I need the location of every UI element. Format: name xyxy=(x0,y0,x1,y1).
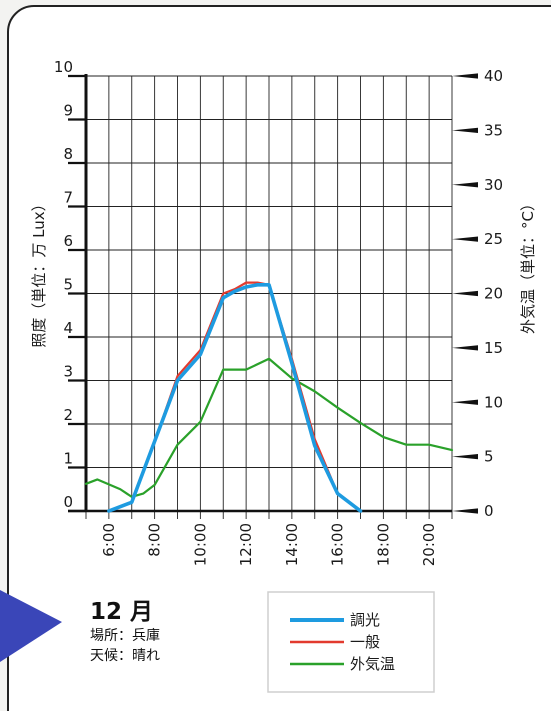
y2-tick-label: 30 xyxy=(484,176,503,194)
pointer-arrow xyxy=(0,590,62,662)
y-tick-label: 1 xyxy=(63,450,73,468)
x-tick-label: 16:00 xyxy=(329,523,347,566)
y2-tick-label: 0 xyxy=(484,502,494,520)
y2-tick-mark xyxy=(452,73,478,79)
x-tick-label: 20:00 xyxy=(420,523,438,566)
y2-tick-label: 20 xyxy=(484,285,503,303)
y2-tick-label: 15 xyxy=(484,339,503,357)
y-tick-label: 5 xyxy=(63,276,73,294)
panel-frame xyxy=(7,5,551,711)
y2-tick-mark xyxy=(452,182,478,188)
y-tick-label: 2 xyxy=(63,406,73,424)
weather-label: 天候：晴れ xyxy=(90,648,160,664)
legend-label: 外気温 xyxy=(350,655,395,673)
tick-labels: 0 1 2 3 4 5 6 7 8 9 10 0 5 10 15 20 25 30 35 40 6:00 8:00 10:0… xyxy=(54,58,503,566)
info-block: 12 月 場所：兵庫 天候：晴れ xyxy=(90,598,160,666)
y-tick-label: 6 xyxy=(63,232,73,250)
y-tick-label: 3 xyxy=(63,363,73,381)
y-tick-label: 8 xyxy=(63,145,73,163)
y2-tick-mark xyxy=(452,508,478,514)
month-label: 12 月 xyxy=(90,599,154,625)
legend-label: 調光 xyxy=(350,611,380,629)
y-tick-label: 10 xyxy=(54,58,73,76)
y2-tick-mark xyxy=(452,345,478,351)
y2-tick-mark xyxy=(452,236,478,242)
x-tick-label: 8:00 xyxy=(146,523,164,557)
y2-axis-title: 外気温（単位：°C） xyxy=(519,196,537,334)
legend-label: 一般 xyxy=(350,633,380,651)
y-tick-label: 7 xyxy=(63,189,73,207)
x-tick-label: 6:00 xyxy=(100,523,118,557)
series-lines xyxy=(84,281,454,513)
x-tick-label: 12:00 xyxy=(237,523,255,566)
y2-tick-mark xyxy=(452,454,478,460)
y2-tick-mark xyxy=(452,290,478,297)
y2-tick-label: 40 xyxy=(484,67,503,85)
y-axis-title: 照度（単位：万 Lux） xyxy=(30,196,48,347)
x-tick-label: 10:00 xyxy=(191,523,209,566)
y2-tick-label: 35 xyxy=(484,121,503,139)
x-tick-label: 14:00 xyxy=(283,523,301,566)
y-tick-label: 9 xyxy=(63,102,73,120)
y-tick-label: 0 xyxy=(63,493,73,511)
x-tick-label: 18:00 xyxy=(374,523,392,566)
grid xyxy=(68,73,478,519)
series-line-2 xyxy=(84,357,454,498)
y2-tick-label: 5 xyxy=(484,448,494,466)
y2-tick-mark xyxy=(452,399,478,405)
series-line-0 xyxy=(107,282,363,513)
y2-tick-mark xyxy=(452,127,478,133)
y2-tick-label: 25 xyxy=(484,230,503,248)
y2-tick-label: 10 xyxy=(484,393,503,411)
location-label: 場所：兵庫 xyxy=(90,628,160,644)
y-tick-label: 4 xyxy=(63,319,73,337)
